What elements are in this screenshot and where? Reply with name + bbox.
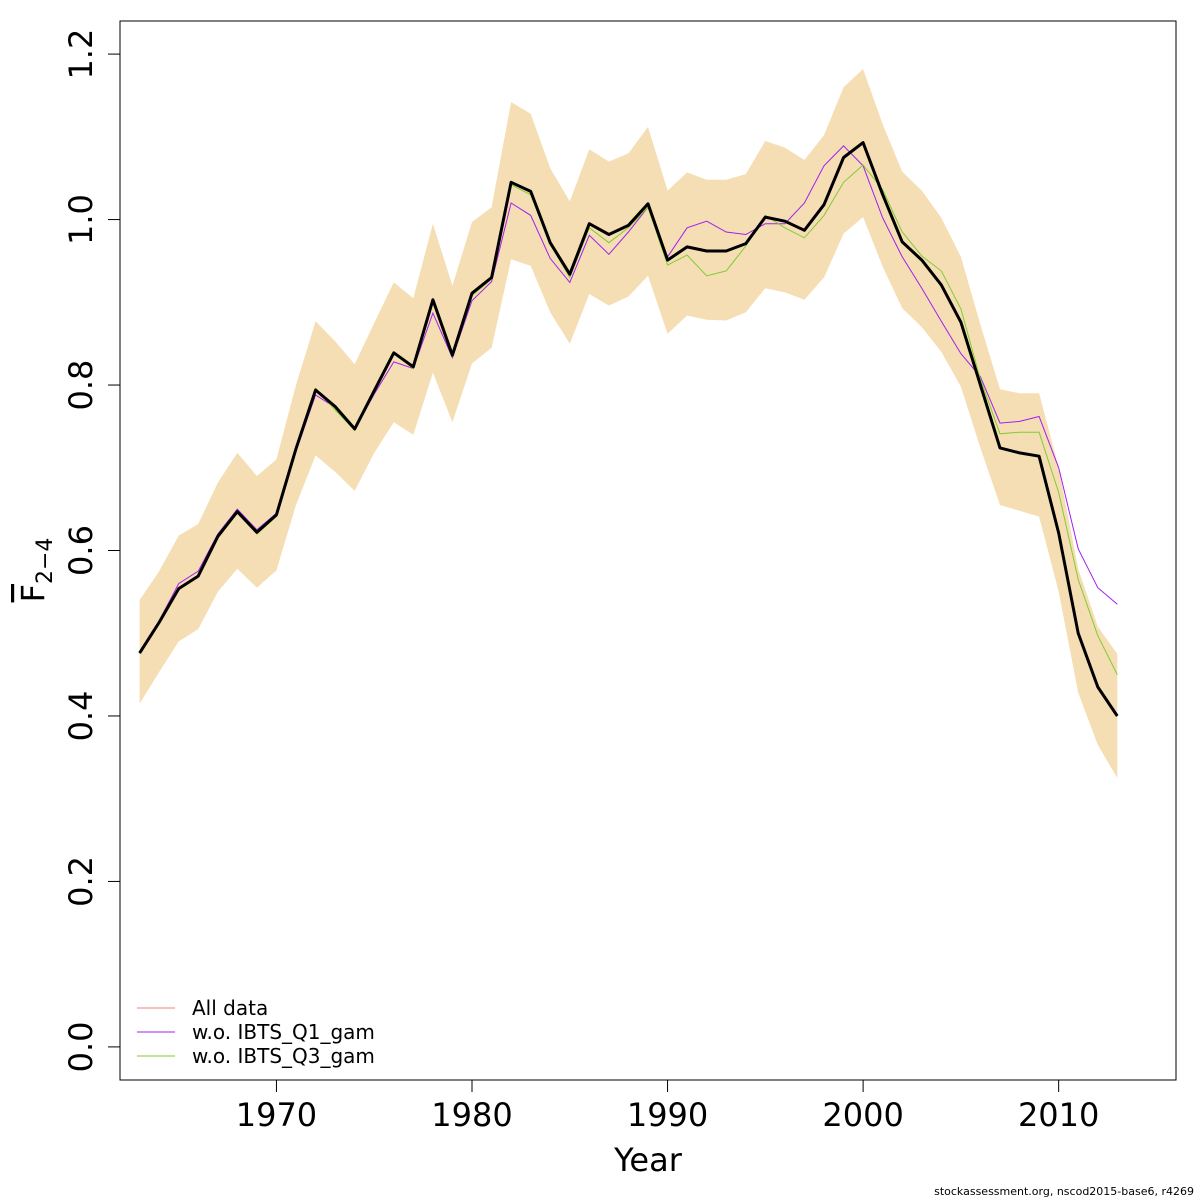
x-tick-label: 1970	[236, 1096, 317, 1134]
y-tick-label: 1.2	[62, 29, 100, 80]
legend-label-0: All data	[192, 996, 268, 1020]
legend-label-1: w.o. IBTS_Q1_gam	[192, 1020, 375, 1044]
y-tick-label: 0.8	[62, 360, 100, 411]
svg-text:F2−4: F2−4	[14, 538, 58, 603]
x-tick-label: 2010	[1018, 1096, 1099, 1134]
y-tick-label: 0.2	[62, 856, 100, 907]
y-axis-title-main: F	[14, 584, 52, 602]
y-axis-title: F2−4	[14, 538, 58, 603]
y-tick-label: 0.0	[62, 1021, 100, 1072]
x-tick-label: 2000	[822, 1096, 903, 1134]
y-tick-label: 0.4	[62, 691, 100, 742]
x-axis: 1970 1980 1990 2000 2010	[236, 1079, 1099, 1134]
x-axis-title: Year	[613, 1141, 683, 1179]
confidence-band	[139, 69, 1118, 778]
y-tick-label: 1.0	[62, 194, 100, 245]
y-axis: 0.0 0.2 0.4 0.6 0.8 1.0 1.2	[62, 29, 121, 1072]
footer-credit: stockassessment.org, nscod2015-base6, r4…	[934, 1185, 1194, 1198]
y-tick-label: 0.6	[62, 525, 100, 576]
y-axis-title-sub: 2−4	[33, 538, 58, 584]
x-tick-label: 1980	[431, 1096, 512, 1134]
estimate-line-all-data-bold	[138, 141, 1119, 717]
legend-label-2: w.o. IBTS_Q3_gam	[192, 1044, 375, 1068]
x-tick-label: 1990	[627, 1096, 708, 1134]
